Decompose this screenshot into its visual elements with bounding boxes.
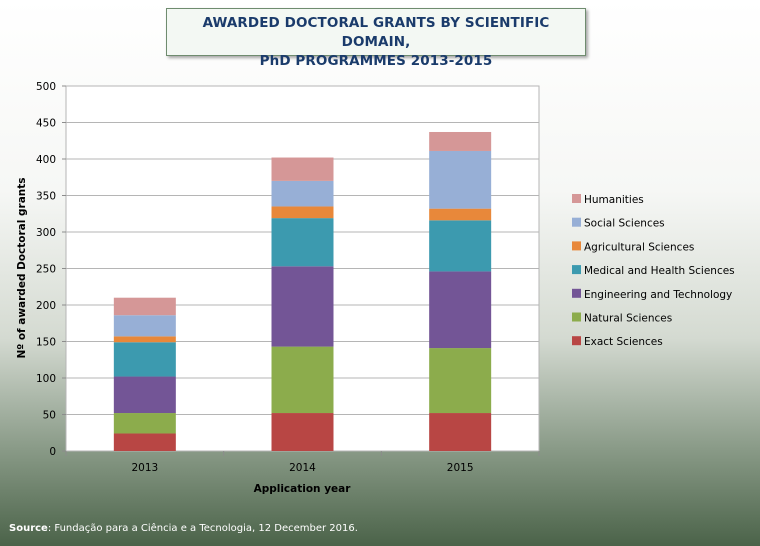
source-label: Source: [9, 523, 48, 534]
y-tick-label: 350: [36, 191, 56, 203]
x-tick-label: 2014: [289, 462, 316, 474]
y-tick-label: 0: [49, 446, 56, 458]
chart-title-line-1: AWARDED DOCTORAL GRANTS BY SCIENTIFIC DO…: [202, 15, 550, 50]
legend-swatch: [572, 217, 581, 227]
x-axis-label: Application year: [254, 483, 352, 495]
legend-label: Engineering and Technology: [584, 289, 732, 301]
bar-segment: [271, 157, 334, 181]
legend-swatch: [572, 312, 581, 322]
bar-segment: [113, 413, 176, 434]
chart-title-line-2: PhD PROGRAMMES 2013-2015: [259, 53, 493, 69]
bar-segment: [113, 315, 176, 337]
legend-swatch: [572, 194, 581, 203]
y-tick-label: 150: [36, 337, 56, 349]
bar-segment: [113, 336, 176, 343]
chart-title-box: AWARDED DOCTORAL GRANTS BY SCIENTIFIC DO…: [166, 8, 586, 69]
bar-segment: [429, 271, 492, 349]
bar-segment: [271, 180, 334, 207]
bar-segment: [113, 342, 176, 377]
bar-segment: [271, 218, 334, 267]
legend-swatch: [572, 265, 581, 275]
bar-segment: [271, 266, 334, 347]
bars: [113, 131, 492, 451]
bar-segment: [113, 297, 176, 316]
y-tick-label: 500: [36, 81, 56, 93]
y-axis-ticks: 0 50 100 150 200 250 300 350 400 450 500: [36, 81, 66, 458]
bar-segment: [271, 346, 334, 414]
bar-segment: [429, 150, 492, 209]
legend-label: Exact Sciences: [584, 336, 663, 348]
y-tick-label: 450: [36, 118, 56, 130]
x-axis-ticks: 2013 2014 2015: [65, 451, 540, 474]
legend-label: Humanities: [584, 194, 644, 206]
legend-label: Natural Sciences: [584, 313, 672, 325]
legend-swatch: [572, 336, 581, 346]
y-tick-label: 250: [36, 264, 56, 276]
y-tick-label: 400: [36, 154, 56, 166]
x-tick-label: 2015: [447, 462, 474, 474]
bar-segment: [429, 413, 492, 451]
bar-segment: [429, 208, 492, 221]
y-tick-label: 100: [36, 373, 56, 385]
bar-segment: [271, 413, 334, 451]
y-axis-label: Nº of awarded Doctoral grants: [16, 177, 28, 358]
x-tick-label: 2013: [131, 462, 158, 474]
bar-segment: [113, 376, 176, 414]
source-text: : Fundação para a Ciência e a Tecnologia…: [47, 523, 358, 534]
bar-segment: [429, 131, 492, 151]
y-tick-label: 300: [36, 227, 56, 239]
y-tick-label: 50: [43, 410, 56, 422]
legend-label: Social Sciences: [584, 218, 665, 230]
bar-segment: [113, 433, 176, 451]
source-note: Source: Fundação para a Ciência e a Tecn…: [9, 523, 358, 534]
bar-segment: [429, 220, 492, 272]
bar-segment: [271, 206, 334, 219]
legend-swatch: [572, 241, 581, 251]
legend-label: Medical and Health Sciences: [584, 265, 735, 277]
legend-swatch: [572, 288, 581, 298]
y-tick-label: 200: [36, 300, 56, 312]
bar-segment: [429, 348, 492, 414]
legend: Humanities Social Sciences Agricultural Sc…: [572, 194, 735, 348]
legend-label: Agricultural Sciences: [584, 241, 694, 253]
